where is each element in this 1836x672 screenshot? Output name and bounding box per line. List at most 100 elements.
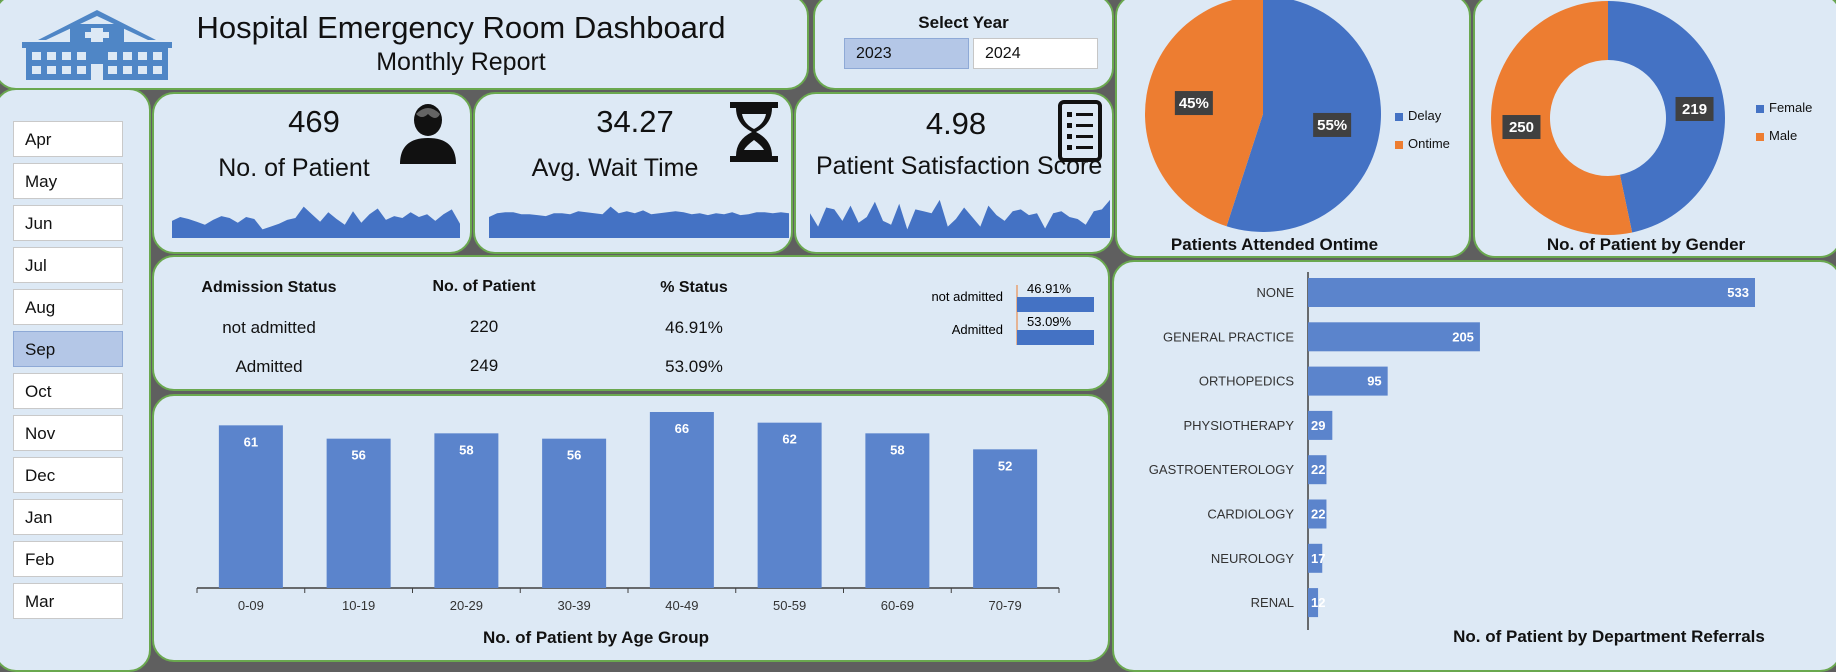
gender-donut-chart: 219 250 bbox=[1491, 1, 1726, 235]
month-may[interactable]: May bbox=[13, 163, 123, 199]
ontime-pie-title: Patients Attended Ontime bbox=[1170, 235, 1379, 254]
kpi-wait-sparkline bbox=[489, 206, 789, 238]
dept-category-label: GENERAL PRACTICE bbox=[1163, 329, 1294, 344]
dept-bar bbox=[1308, 543, 1323, 573]
kpi-patients-sparkline bbox=[172, 206, 460, 238]
dept-bar-label: 533 bbox=[1727, 285, 1749, 300]
pie-label-box bbox=[1174, 91, 1213, 116]
age-bar bbox=[542, 438, 607, 588]
dept-category-label: PHYSIOTHERAPY bbox=[1183, 418, 1294, 433]
age-bar-label: 56 bbox=[567, 448, 581, 463]
dept-bar-label: 12 bbox=[1311, 595, 1325, 610]
year-option-2024[interactable]: 2024 bbox=[973, 38, 1098, 69]
pie-label-box bbox=[1313, 112, 1352, 137]
kpi-patients-panel: 469 No. of Patient bbox=[152, 92, 472, 254]
age-bar-label: 56 bbox=[351, 448, 365, 463]
age-bar-label: 61 bbox=[244, 434, 258, 449]
patient-icon bbox=[400, 104, 456, 164]
admission-row-count: 249 bbox=[469, 356, 499, 375]
dept-bar bbox=[1308, 410, 1333, 440]
month-jul[interactable]: Jul bbox=[13, 247, 123, 283]
pie-label-box bbox=[1675, 96, 1714, 121]
kpi-satisfaction-sparkline bbox=[810, 199, 1110, 238]
admission-header-count: No. of Patient bbox=[432, 278, 536, 295]
age-bar-label: 62 bbox=[782, 432, 796, 447]
kpi-patients-label: No. of Patient bbox=[218, 154, 370, 182]
dept-bar-label: 17 bbox=[1311, 551, 1325, 566]
kpi-wait-label: Avg. Wait Time bbox=[531, 154, 699, 182]
dept-category-label: ORTHOPEDICS bbox=[1199, 374, 1294, 389]
department-referrals-chart: NONE 533 GENERAL PRACTICE 205 ORTHOPEDICS 95 P… bbox=[1149, 272, 1755, 630]
age-bar bbox=[973, 449, 1038, 588]
mini-bar bbox=[1017, 330, 1094, 345]
age-category-label: 0-09 bbox=[238, 598, 264, 613]
month-jun[interactable]: Jun bbox=[13, 205, 123, 241]
month-dec[interactable]: Dec bbox=[13, 457, 123, 493]
month-mar[interactable]: Mar bbox=[13, 583, 123, 619]
dept-bar bbox=[1308, 499, 1327, 529]
hospital-building-icon bbox=[22, 10, 172, 80]
month-jan[interactable]: Jan bbox=[13, 499, 123, 535]
admission-row-count: 220 bbox=[469, 317, 499, 336]
month-slicer-panel: Apr May Jun Jul Aug Sep Oct Nov Dec Jan … bbox=[0, 88, 151, 672]
month-sep[interactable]: Sep bbox=[13, 331, 123, 367]
dept-bar bbox=[1308, 366, 1388, 396]
dept-bar bbox=[1308, 322, 1480, 352]
gender-donut-title: No. of Patient by Gender bbox=[1546, 235, 1746, 254]
admission-row-pct: 53.09% bbox=[665, 357, 723, 376]
age-bar-label: 58 bbox=[890, 442, 904, 457]
dept-bar bbox=[1308, 588, 1319, 618]
dept-category-label: GASTROENTEROLOGY bbox=[1149, 462, 1295, 477]
mini-pct-label: 46.91% bbox=[1027, 281, 1072, 296]
age-bar bbox=[757, 422, 822, 588]
month-feb[interactable]: Feb bbox=[13, 541, 123, 577]
kpi-patients-value: 469 bbox=[288, 104, 340, 139]
pie-value-label: 250 bbox=[1509, 119, 1534, 136]
age-bar bbox=[649, 412, 714, 588]
year-option-2023[interactable]: 2023 bbox=[844, 38, 969, 69]
sparkline-area bbox=[810, 199, 1110, 238]
admission-row-pct: 46.91% bbox=[665, 318, 723, 337]
pie-slice bbox=[1491, 1, 1633, 235]
age-bar bbox=[434, 433, 499, 588]
dept-category-label: RENAL bbox=[1251, 595, 1294, 610]
age-group-chart: 61 0-09 56 10-19 58 20-29 56 30-39 66 40-49 62 50-5… bbox=[196, 412, 1060, 613]
department-chart-panel: NONE 533 GENERAL PRACTICE 205 ORTHOPEDICS 95 P… bbox=[1112, 260, 1836, 672]
month-nov[interactable]: Nov bbox=[13, 415, 123, 451]
legend-female: Female bbox=[1756, 100, 1812, 115]
header-panel: Hospital Emergency Room Dashboard Monthl… bbox=[0, 0, 809, 90]
month-apr[interactable]: Apr bbox=[13, 121, 123, 157]
dept-bar bbox=[1308, 278, 1755, 307]
dept-category-label: NONE bbox=[1256, 285, 1294, 300]
age-bar bbox=[865, 433, 930, 588]
age-bar bbox=[218, 425, 283, 588]
month-aug[interactable]: Aug bbox=[13, 289, 123, 325]
gender-donut-panel: 219 250 No. of Patient by Gender Female M… bbox=[1473, 0, 1836, 258]
admission-row-status: Admitted bbox=[235, 357, 303, 376]
dept-bar-label: 95 bbox=[1367, 374, 1381, 389]
checklist-icon bbox=[1058, 100, 1102, 162]
dept-bar-label: 22 bbox=[1311, 507, 1325, 522]
ontime-pie-panel: 55% 45% Patients Attended Ontime Delay On… bbox=[1115, 0, 1471, 258]
legend-ontime: Ontime bbox=[1395, 136, 1450, 151]
pie-value-label: 55% bbox=[1317, 117, 1347, 134]
month-oct[interactable]: Oct bbox=[13, 373, 123, 409]
age-category-label: 50-59 bbox=[773, 598, 806, 613]
admission-row-status: not admitted bbox=[222, 318, 316, 337]
pie-value-label: 45% bbox=[1179, 95, 1209, 112]
legend-delay: Delay bbox=[1395, 108, 1441, 123]
age-category-label: 30-39 bbox=[558, 598, 591, 613]
mini-category-label: Admitted bbox=[952, 322, 1003, 337]
age-bar-label: 66 bbox=[675, 421, 689, 436]
age-category-label: 70-79 bbox=[989, 598, 1022, 613]
age-chart-panel: 61 0-09 56 10-19 58 20-29 56 30-39 66 40-49 62 50-5… bbox=[152, 394, 1110, 662]
age-chart-title: No. of Patient by Age Group bbox=[482, 628, 710, 647]
pie-value-label: 219 bbox=[1682, 101, 1707, 118]
pie-label-box bbox=[1502, 115, 1541, 140]
dept-bar-label: 29 bbox=[1311, 418, 1325, 433]
sparkline-area bbox=[489, 206, 789, 238]
pie-slice bbox=[1226, 0, 1381, 232]
age-category-label: 40-49 bbox=[665, 598, 698, 613]
dept-bar-label: 205 bbox=[1452, 329, 1474, 344]
